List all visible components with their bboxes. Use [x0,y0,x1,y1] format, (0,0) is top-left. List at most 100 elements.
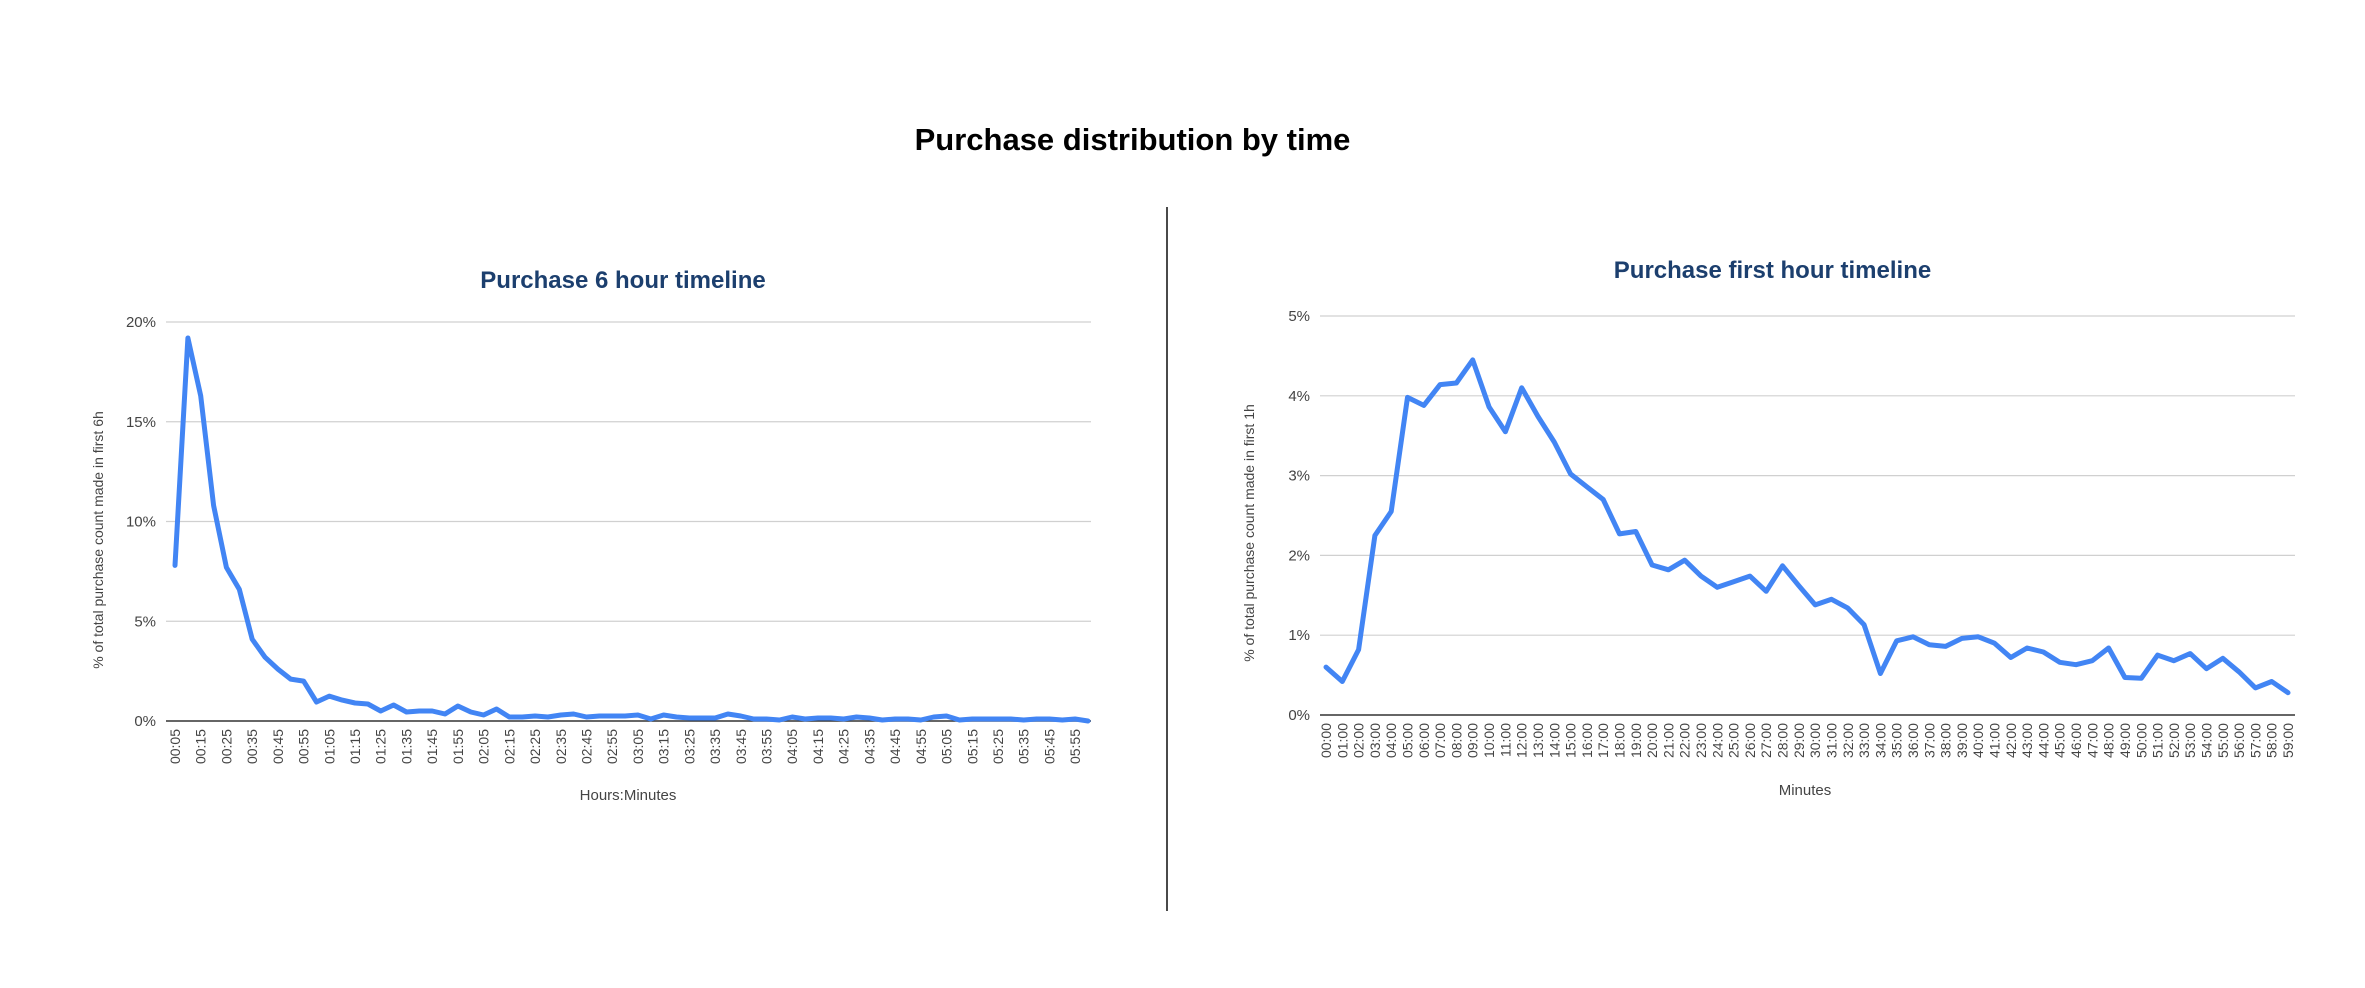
x-tick-label: 13:00 [1530,723,1546,758]
data-point [1373,533,1377,537]
data-point [687,716,691,720]
data-point [340,698,344,702]
data-point [1617,532,1621,536]
data-point [1471,358,1475,362]
x-tick-label: 53:00 [2182,723,2198,758]
data-point [1911,635,1915,639]
data-point [199,394,203,398]
data-point [752,717,756,721]
x-tick-label: 31:00 [1823,723,1839,758]
x-tick-label: 05:15 [964,729,980,764]
x-tick-label: 49:00 [2117,723,2133,758]
series-line [172,335,1091,724]
data-point [1829,597,1833,601]
data-point [2221,656,2225,660]
data-point [584,715,588,719]
data-point [1634,529,1638,533]
data-point [1846,606,1850,610]
data-point [572,712,576,716]
data-point [597,714,601,718]
data-point [314,700,318,704]
data-point [919,718,923,722]
x-tick-label: 03:45 [733,729,749,764]
x-tick-label: 04:15 [810,729,826,764]
x-tick-label: 27:00 [1758,723,1774,758]
data-point [1732,580,1736,584]
y-axis-label: % of total purchase count made in first … [1241,404,1257,662]
data-point [520,715,524,719]
data-point [777,718,781,722]
x-tick-label: 04:35 [861,729,877,764]
data-point [945,714,949,718]
x-tick-label: 54:00 [2198,723,2214,758]
x-tick-label: 22:00 [1677,723,1693,758]
x-tick-label: 43:00 [2019,723,2035,758]
x-tick-label: 05:35 [1016,729,1032,764]
data-point [1944,644,1948,648]
page-title: Purchase distribution by time [914,122,1351,157]
x-tick-label: 21:00 [1660,723,1676,758]
data-point [1699,574,1703,578]
data-point [404,710,408,714]
x-tick-label: 18:00 [1611,723,1627,758]
data-point [1438,383,1442,387]
data-point [302,679,306,683]
x-tick-label: 46:00 [2068,723,2084,758]
data-point [1585,485,1589,489]
data-point [1748,574,1752,578]
data-point [443,712,447,716]
x-axis-label: Hours:Minutes [580,787,677,804]
x-tick-label: 15:00 [1563,723,1579,758]
x-tick-label: 00:35 [244,729,260,764]
data-point [1927,643,1931,647]
x-tick-label: 02:15 [501,729,517,764]
data-point [366,702,370,706]
x-tick-label: 10:00 [1481,723,1497,758]
data-point [1047,717,1051,721]
data-point [482,713,486,717]
x-tick-label: 01:45 [424,729,440,764]
x-tick-label: 26:00 [1742,723,1758,758]
data-point [867,716,871,720]
x-tick-label: 00:05 [167,729,183,764]
data-point [1895,639,1899,643]
x-tick-label: 00:55 [296,729,312,764]
x-tick-label: 03:00 [1367,723,1383,758]
data-point [1009,717,1013,721]
data-point [2188,652,2192,656]
x-tick-label: 40:00 [1970,723,1986,758]
data-point [494,707,498,711]
panel-divider [1166,207,1168,911]
x-tick-label: 14:00 [1546,723,1562,758]
data-point [2107,646,2111,650]
data-point [1797,584,1801,588]
data-point [353,701,357,705]
data-point [726,712,730,716]
data-point [662,713,666,717]
data-point [996,717,1000,721]
data-point [546,715,550,719]
x-tick-label: 02:05 [476,729,492,764]
data-point [855,715,859,719]
x-axis-label: Minutes [1779,782,1832,799]
data-point [1454,381,1458,385]
data-point [829,716,833,720]
data-point [250,637,254,641]
data-point [1422,403,1426,407]
x-tick-label: 59:00 [2280,723,2296,758]
y-tick-label: 5% [134,613,156,630]
data-point [983,717,987,721]
data-point [430,709,434,713]
data-point [559,713,563,717]
y-axis-label: % of total purchase count made in first … [90,411,106,669]
data-point [2025,646,2029,650]
data-point [739,714,743,718]
data-point [790,715,794,719]
x-tick-label: 38:00 [1938,723,1954,758]
data-point [700,716,704,720]
x-tick-label: 00:45 [270,729,286,764]
data-point [1389,510,1393,514]
data-point [2270,679,2274,683]
data-point [649,717,653,721]
data-point [1650,563,1654,567]
